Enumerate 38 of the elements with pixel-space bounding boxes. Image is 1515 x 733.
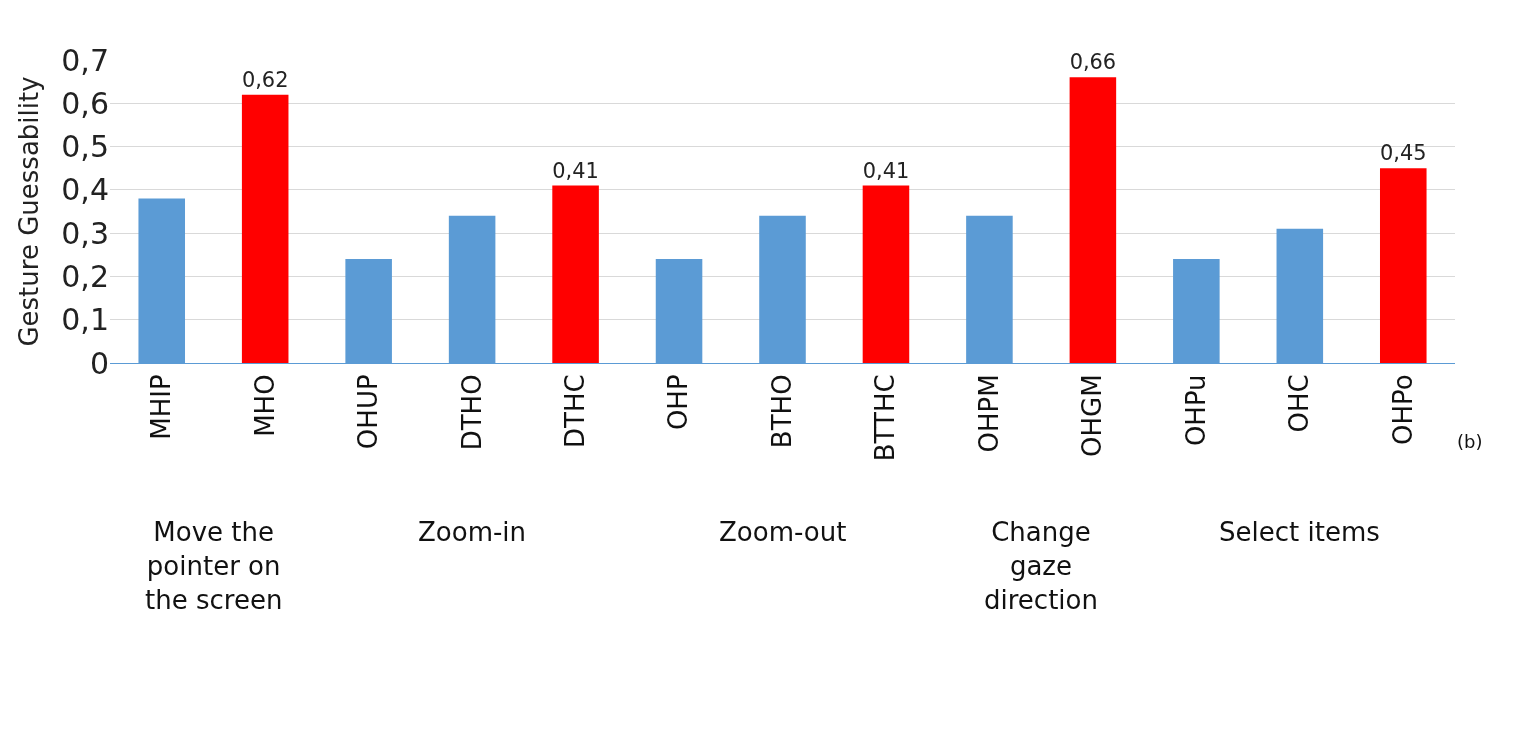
x-tick-label: DTHO <box>456 374 487 451</box>
data-label: 0,62 <box>241 67 289 92</box>
x-tick-label: OHGM <box>1077 374 1108 458</box>
y-tick-label: 0,1 <box>61 302 109 338</box>
bar <box>241 94 289 363</box>
y-tick-label: 0,5 <box>61 129 109 165</box>
y-tick-label: 0,3 <box>61 215 109 251</box>
data-label: 0,41 <box>552 158 599 183</box>
data-label: 0,41 <box>862 158 910 183</box>
y-tick-label: 0 <box>89 345 109 381</box>
text: (b) <box>1457 431 1483 452</box>
data-label: 0,45 <box>1379 141 1427 166</box>
text: Select items <box>1219 517 1380 547</box>
y-axis-title: Gesture Guessability <box>13 76 44 347</box>
text: Zoom-in <box>418 517 527 547</box>
x-tick-label: OHPu <box>1180 374 1211 447</box>
x-tick-label: OHC <box>1284 374 1315 433</box>
x-tick-label: OHPo <box>1387 374 1418 446</box>
y-tick-label: 0,4 <box>61 172 109 208</box>
bar <box>552 185 599 363</box>
bar <box>1379 168 1427 363</box>
x-tick-label: DTHC <box>560 374 591 449</box>
x-tick-label: OHPM <box>973 374 1004 453</box>
bar <box>1069 77 1117 363</box>
data-label: 0,66 <box>1069 50 1117 75</box>
x-tick-label: OHP <box>663 374 694 431</box>
x-tick-label: MHIP <box>146 374 177 440</box>
text: Move the pointer on the screen <box>145 517 283 615</box>
x-tick-label: BTTHC <box>870 374 901 462</box>
y-tick-label: 0,2 <box>61 258 109 294</box>
y-tick-label: 0,6 <box>61 85 109 121</box>
bar <box>862 185 910 363</box>
x-tick-label: MHO <box>249 374 280 437</box>
x-tick-label: OHUP <box>353 374 384 450</box>
y-tick-label: 0,7 <box>61 42 109 78</box>
text: Zoom-out <box>719 517 847 547</box>
x-tick-label: BTHO <box>766 374 797 449</box>
text: Change gaze direction <box>984 517 1098 615</box>
